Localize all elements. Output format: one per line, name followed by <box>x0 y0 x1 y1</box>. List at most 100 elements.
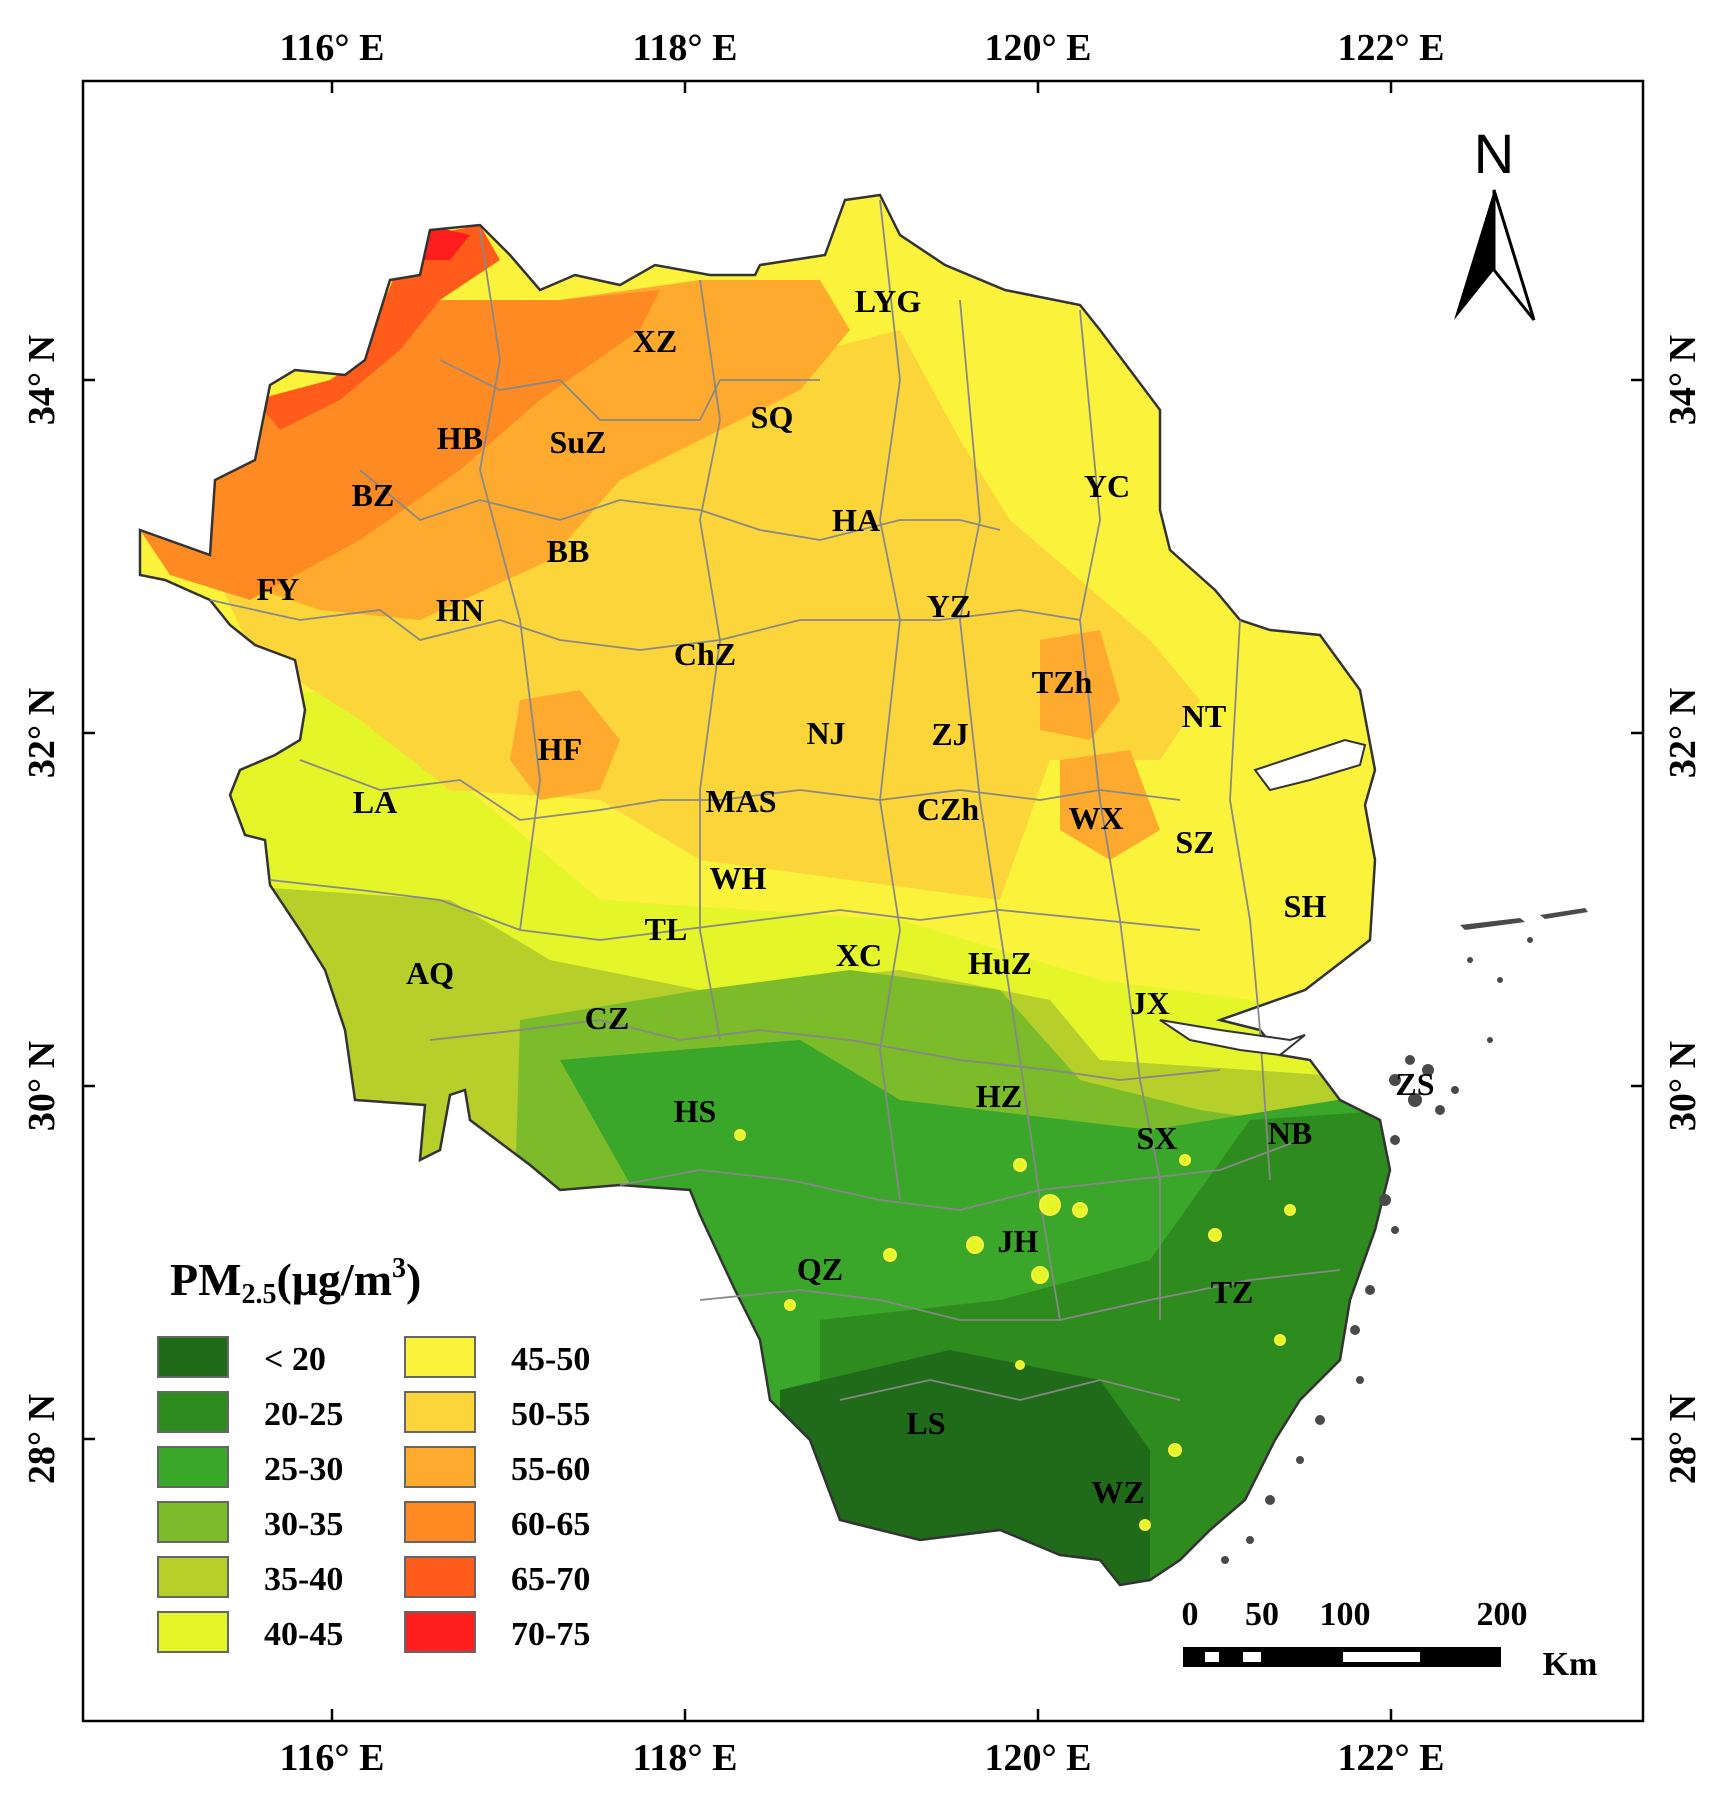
lat-tick-label: 30° N <box>21 1041 63 1131</box>
legend-swatch <box>157 1391 229 1433</box>
scale-label: 100 <box>1320 1596 1371 1633</box>
lat-tick-label: 28° N <box>1662 1394 1704 1484</box>
graticule-ticks <box>83 81 1643 1721</box>
lat-tick-label: 34° N <box>1662 335 1704 425</box>
lon-tick-label: 116° E <box>280 1737 385 1779</box>
city-label: HS <box>674 1093 717 1129</box>
region-outline <box>138 193 1392 1587</box>
left-latitude-labels: 34° N 32° N 30° N 28° N <box>21 335 63 1484</box>
legend-label: 20-25 <box>264 1396 343 1433</box>
scale-bar: 0 50 100 200 Km <box>1182 1596 1598 1683</box>
north-arrow-icon <box>1454 190 1494 320</box>
legend-label: 65-70 <box>511 1561 590 1598</box>
city-label: JX <box>1130 985 1169 1021</box>
lat-tick-label: 28° N <box>21 1394 63 1484</box>
scale-label: 50 <box>1245 1596 1279 1633</box>
city-label: AQ <box>406 955 454 991</box>
legend-label: 60-65 <box>511 1506 590 1543</box>
legend: PM2.5(μg/m3) < 20 20-25 25-30 30-35 35-40 40-… <box>157 1253 590 1653</box>
bottom-longitude-labels: 116° E 118° E 120° E 122° E <box>280 1737 1445 1779</box>
lon-tick-label: 116° E <box>280 27 385 69</box>
legend-swatch <box>157 1556 229 1598</box>
lat-tick-label: 30° N <box>1662 1041 1704 1131</box>
city-label: YC <box>1084 468 1130 504</box>
city-label: CZ <box>585 1000 629 1036</box>
city-label: YZ <box>927 588 971 624</box>
hangzhou-bay <box>1159 1019 1306 1057</box>
city-label: TZ <box>1211 1274 1254 1310</box>
map-frame <box>81 79 1645 1723</box>
legend-label: 40-45 <box>264 1616 343 1653</box>
city-label: XC <box>836 937 882 973</box>
city-label: NB <box>1268 1115 1312 1151</box>
city-label: WH <box>710 860 767 896</box>
legend-swatch <box>404 1501 476 1543</box>
scale-label: 0 <box>1182 1596 1199 1633</box>
lon-tick-label: 118° E <box>633 27 738 69</box>
city-labels: LYG XZ SuZ HB SQ BZ YC HA BB FY HN YZ Ch… <box>257 283 1435 1510</box>
chongming-island <box>1253 738 1367 792</box>
city-label: MAS <box>705 783 776 819</box>
city-label: LYG <box>855 283 922 319</box>
legend-swatch <box>404 1391 476 1433</box>
legend-label: 70-75 <box>511 1616 590 1653</box>
legend-swatch <box>404 1556 476 1598</box>
lon-tick-label: 118° E <box>633 1737 738 1779</box>
lon-tick-label: 120° E <box>984 1737 1091 1779</box>
offshore-islands <box>1221 908 1588 1564</box>
top-longitude-labels: 116° E 118° E 120° E 122° E <box>280 27 1445 69</box>
city-label: LA <box>353 784 397 820</box>
band-55-60-tzh <box>1040 630 1120 740</box>
city-label: SH <box>1284 888 1327 924</box>
city-label: HZ <box>976 1078 1022 1114</box>
city-label: NJ <box>806 715 845 751</box>
city-label: SX <box>1137 1120 1178 1156</box>
city-label: JH <box>998 1223 1039 1259</box>
legend-swatch <box>404 1611 476 1653</box>
city-label: HF <box>538 731 582 767</box>
band-60-65 <box>140 290 660 600</box>
city-boundaries <box>209 199 1341 1401</box>
lon-tick-label: 122° E <box>1337 1737 1444 1779</box>
legend-swatch <box>157 1336 229 1378</box>
city-label: TZh <box>1032 664 1093 700</box>
city-label: SuZ <box>550 424 607 460</box>
city-label: HN <box>436 592 484 628</box>
legend-label: < 20 <box>264 1341 326 1378</box>
city-label: HA <box>832 502 880 538</box>
lat-tick-label: 32° N <box>1662 688 1704 778</box>
city-label: LS <box>906 1405 945 1441</box>
city-label: SQ <box>751 399 794 435</box>
legend-label: 55-60 <box>511 1451 590 1488</box>
city-label: FY <box>257 571 300 607</box>
right-latitude-labels: 34° N 32° N 30° N 28° N <box>1662 335 1704 1484</box>
band-65-70 <box>255 225 500 430</box>
band-55-60-hf <box>510 690 620 800</box>
legend-title: PM2.5(μg/m3) <box>170 1253 421 1310</box>
lon-tick-label: 122° E <box>1337 27 1444 69</box>
band-55-60-wx <box>1060 750 1160 860</box>
legend-label: 50-55 <box>511 1396 590 1433</box>
city-label: CZh <box>917 791 979 827</box>
legend-label: 45-50 <box>511 1341 590 1378</box>
city-label: HB <box>437 420 483 456</box>
legend-swatch <box>404 1446 476 1488</box>
city-label: ChZ <box>674 636 736 672</box>
city-label: XZ <box>633 323 677 359</box>
legend-swatch <box>404 1336 476 1378</box>
city-label: NT <box>1182 698 1226 734</box>
legend-label: 30-35 <box>264 1506 343 1543</box>
city-label: BB <box>547 533 590 569</box>
legend-label: 35-40 <box>264 1561 343 1598</box>
north-arrow-label: N <box>1474 122 1514 185</box>
lat-tick-label: 32° N <box>21 688 63 778</box>
city-label: ZS <box>1395 1066 1434 1102</box>
urban-hotspots <box>734 1129 1296 1531</box>
scale-unit: Km <box>1543 1646 1598 1683</box>
scale-label: 200 <box>1477 1596 1528 1633</box>
city-label: TL <box>645 911 688 947</box>
city-label: HuZ <box>968 945 1032 981</box>
north-arrow: N <box>1454 122 1536 321</box>
lat-tick-label: 34° N <box>21 335 63 425</box>
